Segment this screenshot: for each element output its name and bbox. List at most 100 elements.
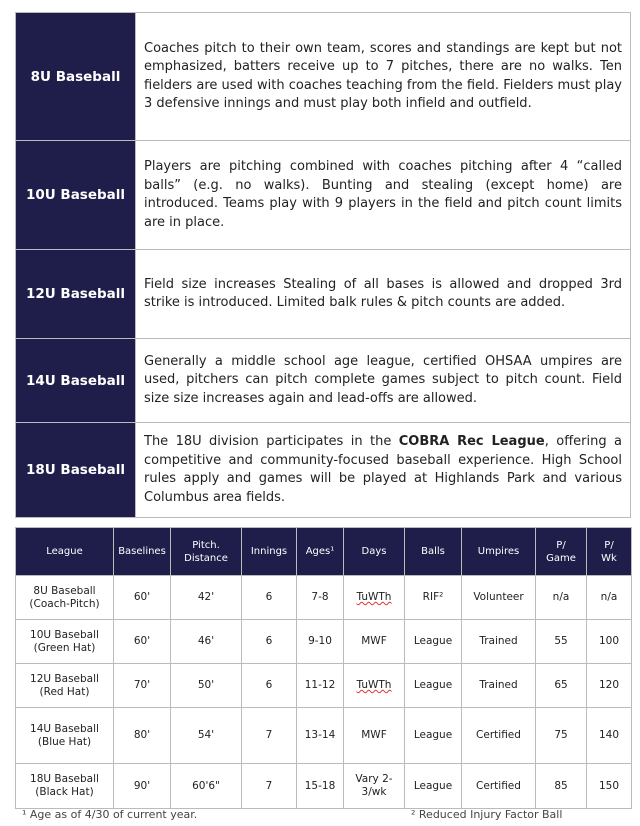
table-cell: n/a (535, 575, 587, 620)
table-cell: 42' (170, 575, 242, 620)
table-cell: 120 (586, 663, 632, 708)
division-descriptions: 8U Baseball Coaches pitch to their own te… (15, 12, 631, 518)
column-header: Balls (404, 527, 462, 576)
cell-value: 140 (598, 729, 620, 741)
cell-value: 60' (133, 635, 151, 647)
cell-value: League (413, 635, 453, 647)
division-row: 8U Baseball Coaches pitch to their own te… (15, 12, 631, 141)
cell-value: 7 (265, 729, 273, 741)
column-header: Days (343, 527, 405, 576)
column-header: League (15, 527, 114, 576)
league-cell: 10U Baseball (Green Hat) (15, 619, 114, 664)
cell-value: Trained (479, 635, 518, 647)
table-cell: 60' (113, 575, 171, 620)
league-cell: 8U Baseball (Coach-Pitch) (15, 575, 114, 620)
table-cell: 150 (586, 763, 632, 809)
column-header: Innings (241, 527, 297, 576)
column-header: Umpires (461, 527, 536, 576)
division-name: 14U Baseball (15, 338, 136, 423)
table-row: 12U Baseball (Red Hat) 70' 50' 6 11-12 TuWTh Le… (15, 663, 632, 708)
table-cell: Trained (461, 619, 536, 664)
cell-value: Vary 2-3/wk (355, 773, 393, 798)
cell-value: 60'6" (192, 779, 220, 792)
desc-text: The 18U division participates in the (144, 434, 399, 449)
cell-value: n/a (600, 591, 618, 603)
division-row: 12U Baseball Field size increases Stealin… (15, 249, 631, 339)
table-cell: 55 (535, 619, 587, 664)
column-header: Ages¹ (296, 527, 344, 576)
cell-value: 7 (265, 779, 273, 792)
league-hat: (Coach-Pitch) (29, 597, 100, 610)
cell-value: Volunteer (473, 591, 524, 603)
cell-value: TuWTh (356, 591, 392, 603)
table-cell: MWF (343, 707, 405, 764)
cell-value: 6 (265, 591, 273, 603)
league-cell: 18U Baseball (Black Hat) (15, 763, 114, 809)
table-cell: 100 (586, 619, 632, 664)
league-hat: (Blue Hat) (37, 735, 92, 748)
league-hat: (Green Hat) (33, 641, 96, 654)
table-cell: Volunteer (461, 575, 536, 620)
cell-value: 70' (133, 679, 151, 691)
cell-value: 50' (197, 679, 215, 691)
table-cell: 6 (241, 575, 297, 620)
table-cell: 11-12 (296, 663, 344, 708)
table-cell: League (404, 663, 462, 708)
cell-value: 6 (265, 635, 273, 647)
cell-value: 11-12 (304, 679, 336, 691)
column-header: Pitch. Distance (170, 527, 242, 576)
table-cell: 9-10 (296, 619, 344, 664)
division-description: Coaches pitch to their own team, scores … (135, 12, 631, 141)
table-cell: League (404, 619, 462, 664)
table-cell: 15-18 (296, 763, 344, 809)
footnote-rif: ² Reduced Injury Factor Ball (411, 808, 563, 821)
cell-value: 150 (598, 779, 620, 792)
cell-value: League (413, 779, 453, 792)
cell-value: n/a (552, 591, 570, 603)
table-cell: 7 (241, 707, 297, 764)
cell-value: 80' (133, 729, 151, 741)
league-name: 8U Baseball (33, 584, 96, 597)
league-hat: (Red Hat) (39, 685, 90, 698)
league-comparison-table: League Baselines Pitch. Distance Innings Ages… (15, 527, 632, 809)
table-cell: 60'6" (170, 763, 242, 809)
table-cell: 140 (586, 707, 632, 764)
cell-value: 6 (265, 679, 273, 691)
table-cell: 46' (170, 619, 242, 664)
header-row: League Baselines Pitch. Distance Innings Ages… (15, 527, 632, 576)
table-cell: 6 (241, 619, 297, 664)
division-name: 10U Baseball (15, 140, 136, 250)
footnote-age: ¹ Age as of 4/30 of current year. (22, 808, 198, 821)
table-row: 10U Baseball (Green Hat) 60' 46' 6 9-10 MWF Lea… (15, 619, 632, 664)
table-cell: 7 (241, 763, 297, 809)
table-cell: 90' (113, 763, 171, 809)
cell-value: 85 (554, 779, 568, 792)
cell-value: MWF (361, 729, 387, 741)
cell-value: 15-18 (304, 779, 336, 792)
column-header: P/Game (535, 527, 587, 576)
division-description: The 18U division participates in the COB… (135, 422, 631, 518)
cell-value: 100 (598, 635, 620, 647)
league-name: 10U Baseball (30, 628, 99, 641)
league-name: 12U Baseball (30, 672, 99, 685)
cell-value: 75 (554, 729, 568, 741)
division-name: 18U Baseball (15, 422, 136, 518)
division-row: 18U Baseball The 18U division participate… (15, 422, 631, 518)
cell-value: 65 (554, 679, 568, 691)
table-cell: 75 (535, 707, 587, 764)
cell-value: Trained (479, 679, 518, 691)
desc-text: , offering a competitive and community-f… (144, 434, 622, 505)
table-cell: 50' (170, 663, 242, 708)
cell-value: 13-14 (304, 729, 336, 741)
league-name: 18U Baseball (30, 773, 99, 785)
division-name: 8U Baseball (15, 12, 136, 141)
league-cell: 14U Baseball (Blue Hat) (15, 707, 114, 764)
league-name: 14U Baseball (30, 722, 99, 735)
cell-value: 54' (197, 729, 215, 741)
table-cell: TuWTh (343, 663, 405, 708)
cobra-league-name: COBRA Rec League (398, 434, 545, 449)
table-cell: Trained (461, 663, 536, 708)
cell-value: 42' (197, 591, 215, 603)
table-cell: League (404, 707, 462, 764)
table-cell: 70' (113, 663, 171, 708)
